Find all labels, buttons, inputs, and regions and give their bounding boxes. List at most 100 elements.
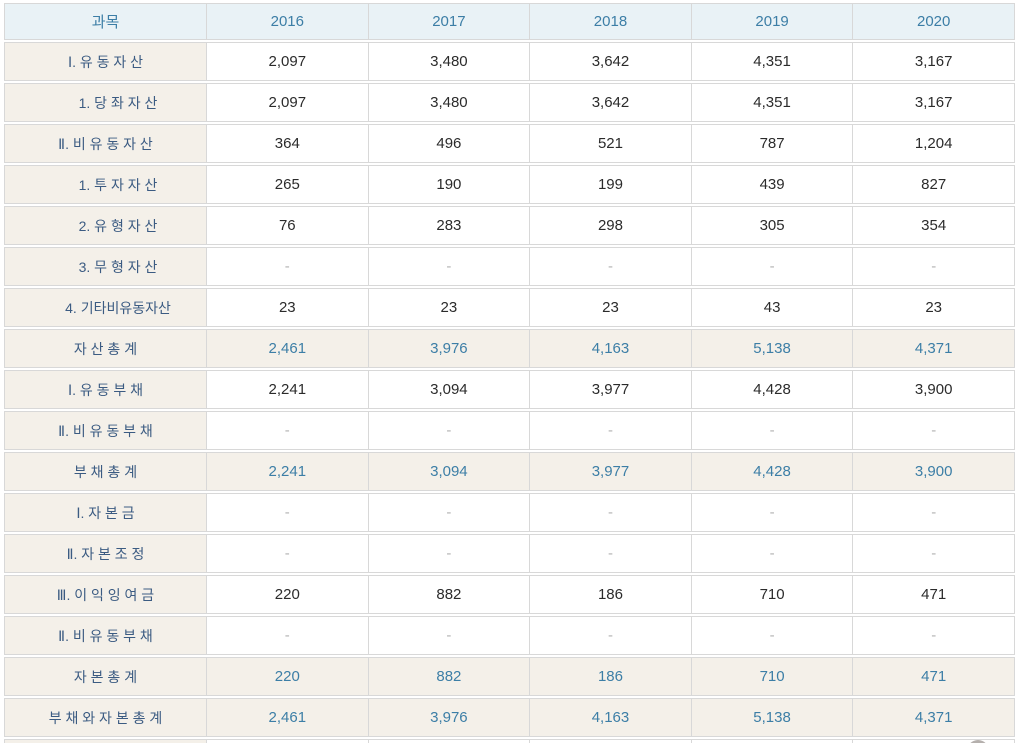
row-label-cell: Ⅱ. 비 유 동 부 채 [4, 411, 207, 450]
row-label-cell: Ⅰ. 자 본 금 [4, 493, 207, 532]
value-cell: 23 [530, 288, 692, 327]
table-row: 1. 투 자 자 산 265 190 199 439 827 [4, 165, 1015, 204]
table-row: 4. 기타비유동자산 23 23 23 43 23 [4, 288, 1015, 327]
value-cell: 4,371 [853, 329, 1015, 368]
column-header-year: 2018 [530, 3, 692, 40]
value-cell: 5,138 [691, 329, 854, 368]
value-cell: - [853, 493, 1015, 532]
table-row: 부 채 와 자 본 총 계 2,461 3,976 4,163 5,138 4,371 [4, 698, 1015, 737]
value-cell: 3,642 [530, 42, 692, 81]
value-cell: 2,241 [207, 452, 369, 491]
table-row: 2. 유 형 자 산 76 283 298 305 354 [4, 206, 1015, 245]
row-label-cell: 부 채 와 자 본 총 계 [4, 698, 207, 737]
row-label-cell [4, 739, 207, 743]
column-header-year: 2019 [691, 3, 854, 40]
value-cell: - [530, 493, 692, 532]
value-cell: 190 [368, 165, 531, 204]
value-cell: 3,977 [530, 370, 692, 409]
table-row: Ⅰ. 유 동 자 산 2,097 3,480 3,642 4,351 3,167 [4, 42, 1015, 81]
value-cell: 199 [530, 165, 692, 204]
value-cell [530, 739, 692, 743]
scroll-top-button[interactable] [967, 740, 989, 743]
row-label-cell: Ⅱ. 자 본 조 정 [4, 534, 207, 573]
value-cell: 3,167 [853, 83, 1015, 122]
table-header-row: 과목 2016 2017 2018 2019 2020 [4, 3, 1015, 40]
value-cell: 2,097 [207, 42, 369, 81]
column-header-year: 2016 [207, 3, 369, 40]
value-cell: 23 [207, 288, 369, 327]
table-row: Ⅰ. 유 동 부 채 2,241 3,094 3,977 4,428 3,900 [4, 370, 1015, 409]
value-cell: - [691, 411, 854, 450]
value-cell: 1,204 [853, 124, 1015, 163]
value-cell: - [530, 247, 692, 286]
value-cell [691, 739, 854, 743]
value-cell: - [691, 493, 854, 532]
value-cell: 710 [691, 575, 854, 614]
row-label-cell: Ⅱ. 비 유 동 자 산 [4, 124, 207, 163]
value-cell: - [691, 534, 854, 573]
value-cell: - [853, 616, 1015, 655]
value-cell: 3,480 [368, 83, 531, 122]
value-cell: 4,351 [691, 83, 854, 122]
table-row: 3. 무 형 자 산----- [4, 247, 1015, 286]
value-cell: 882 [368, 657, 531, 696]
value-cell: 4,428 [691, 452, 854, 491]
value-cell: 3,976 [368, 698, 531, 737]
value-cell: - [853, 247, 1015, 286]
value-cell: 23 [853, 288, 1015, 327]
value-cell: 5,138 [691, 698, 854, 737]
value-cell: 710 [691, 657, 854, 696]
row-label-cell: Ⅰ. 유 동 자 산 [4, 42, 207, 81]
value-cell: - [207, 247, 369, 286]
value-cell: 439 [691, 165, 854, 204]
row-label-cell: 자 본 총 계 [4, 657, 207, 696]
table-row [4, 739, 1015, 743]
value-cell: - [368, 411, 531, 450]
balance-sheet-table: 과목 2016 2017 2018 2019 2020 Ⅰ. 유 동 자 산 2,097 3… [4, 1, 1015, 743]
value-cell: - [530, 411, 692, 450]
value-cell: 76 [207, 206, 369, 245]
row-label-cell: 자 산 총 계 [4, 329, 207, 368]
value-cell: 787 [691, 124, 854, 163]
value-cell: - [207, 411, 369, 450]
value-cell: 2,241 [207, 370, 369, 409]
value-cell: - [207, 493, 369, 532]
value-cell: 186 [530, 657, 692, 696]
value-cell: 3,900 [853, 370, 1015, 409]
column-header-year: 2020 [853, 3, 1015, 40]
value-cell [853, 739, 1015, 743]
row-label-cell: 2. 유 형 자 산 [4, 206, 207, 245]
value-cell: 4,371 [853, 698, 1015, 737]
value-cell: 882 [368, 575, 531, 614]
column-header-year: 2017 [368, 3, 531, 40]
row-label-cell: Ⅱ. 비 유 동 부 채 [4, 616, 207, 655]
value-cell: 43 [691, 288, 854, 327]
table-row: Ⅰ. 자 본 금----- [4, 493, 1015, 532]
value-cell: 4,428 [691, 370, 854, 409]
value-cell: - [691, 616, 854, 655]
value-cell: 2,461 [207, 698, 369, 737]
row-label-cell: 부 채 총 계 [4, 452, 207, 491]
value-cell [368, 739, 531, 743]
value-cell: 220 [207, 575, 369, 614]
value-cell: 364 [207, 124, 369, 163]
value-cell: 3,977 [530, 452, 692, 491]
value-cell: 23 [368, 288, 531, 327]
value-cell: - [853, 534, 1015, 573]
table-row: 부 채 총 계 2,241 3,094 3,977 4,428 3,900 [4, 452, 1015, 491]
value-cell: 3,900 [853, 452, 1015, 491]
value-cell: 4,163 [530, 329, 692, 368]
table-row: 자 본 총 계 220 882 186 710 471 [4, 657, 1015, 696]
value-cell: - [853, 411, 1015, 450]
value-cell: 3,094 [368, 452, 531, 491]
value-cell: 496 [368, 124, 531, 163]
value-cell: - [368, 616, 531, 655]
table-row: 1. 당 좌 자 산 2,097 3,480 3,642 4,351 3,167 [4, 83, 1015, 122]
value-cell: - [368, 247, 531, 286]
value-cell: 521 [530, 124, 692, 163]
table-row: Ⅱ. 비 유 동 부 채----- [4, 616, 1015, 655]
value-cell: 827 [853, 165, 1015, 204]
value-cell: - [368, 534, 531, 573]
value-cell: 298 [530, 206, 692, 245]
